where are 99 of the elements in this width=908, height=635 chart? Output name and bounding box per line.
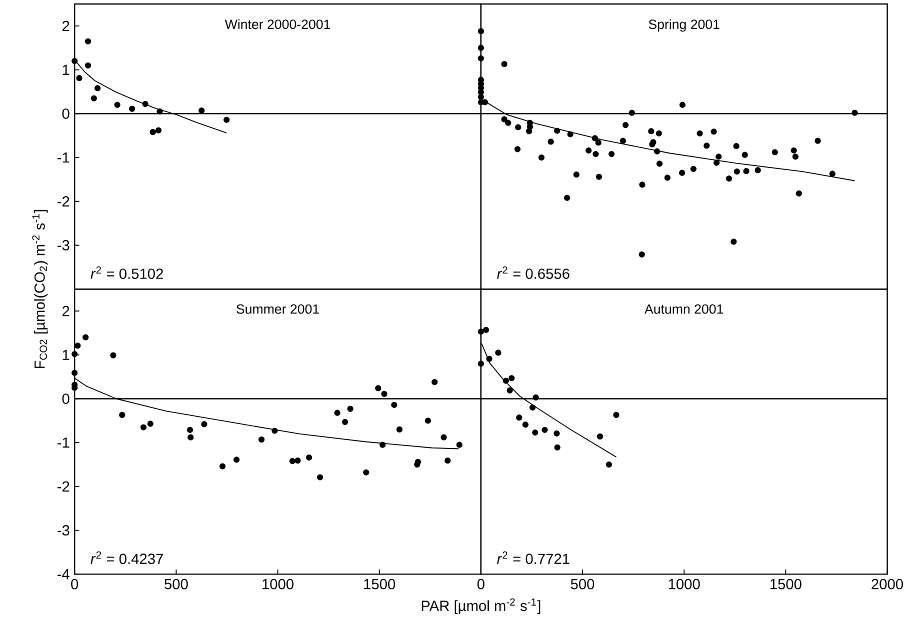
- y-tick-label: 1: [62, 64, 70, 75]
- point: [342, 418, 348, 425]
- y-tick-label: -3: [58, 240, 70, 250]
- text: Autumn 2001: [644, 304, 724, 314]
- point: [508, 374, 515, 381]
- text: F$_{CO2}$ [µmol(CO$_{2}$) m$^{-2}$ s$^{-1}$]: [32, 210, 48, 368]
- point: [532, 429, 538, 436]
- x-tick-label: 0: [71, 578, 78, 590]
- point: [381, 390, 388, 397]
- point: [306, 454, 312, 460]
- point: [391, 402, 398, 408]
- point: [258, 436, 265, 442]
- point: [110, 352, 116, 358]
- point: [495, 349, 502, 356]
- point: [516, 414, 522, 420]
- point: [140, 424, 147, 430]
- point: [482, 326, 490, 333]
- point: [272, 427, 278, 434]
- annotation: r$^{2}$ = 0.6556: [497, 266, 570, 279]
- x-tick-label: 500: [164, 578, 188, 590]
- point: [363, 469, 370, 476]
- point: [347, 406, 354, 412]
- y-tick-label: -2: [58, 196, 70, 206]
- point: [150, 128, 156, 135]
- point: [84, 62, 92, 68]
- annotation: r$^{2}$ = 0.5102: [90, 266, 163, 279]
- y-tick-label: -3: [58, 524, 70, 536]
- y-tick-label: -4: [58, 568, 70, 579]
- point: [94, 84, 101, 92]
- y-tick-label: 2: [62, 20, 70, 31]
- y-tick-label: 1: [62, 350, 70, 360]
- annotation: r$^{2}$ = 0.4237: [90, 551, 163, 564]
- point: [84, 38, 92, 44]
- point: [334, 409, 340, 416]
- point: [432, 378, 438, 385]
- annotation: r$^{2}$ = 0.7721: [497, 551, 570, 564]
- point: [142, 100, 148, 107]
- point: [380, 441, 386, 448]
- point: [444, 457, 451, 464]
- x-tick-label: 1000: [262, 578, 294, 590]
- point: [414, 458, 422, 465]
- y-tick-label: 0: [62, 108, 70, 119]
- x-tick-label: 1000: [668, 578, 700, 590]
- point: [478, 328, 484, 334]
- point: [542, 426, 548, 433]
- point: [72, 58, 78, 64]
- x-tick-label: 0: [477, 578, 484, 590]
- point: [74, 342, 81, 349]
- point: [72, 370, 78, 376]
- point: [613, 412, 620, 418]
- point: [529, 404, 536, 410]
- x-axis-title: PAR [µmol m$^{-2}$ s$^{-1}$]: [422, 598, 540, 614]
- point: [156, 108, 163, 114]
- point: [554, 430, 560, 436]
- point: [198, 107, 205, 114]
- point: [289, 458, 296, 464]
- point: [233, 456, 240, 463]
- point: [224, 116, 230, 123]
- point: [486, 356, 492, 362]
- y-tick-label: -2: [58, 481, 70, 492]
- point: [219, 462, 226, 470]
- point: [424, 417, 431, 424]
- point: [456, 441, 462, 448]
- point: [188, 434, 194, 440]
- point: [72, 350, 78, 357]
- point: [155, 127, 162, 134]
- point: [396, 426, 403, 432]
- point: [114, 102, 120, 108]
- point: [506, 387, 513, 394]
- x-tick-label: 1500: [770, 578, 802, 590]
- point: [478, 360, 484, 366]
- point: [82, 334, 89, 340]
- text: Winter 2000-2001: [224, 19, 330, 29]
- text: Spring 2001: [648, 19, 720, 32]
- point: [147, 420, 154, 427]
- point: [201, 420, 208, 428]
- x-tick-label: 500: [570, 578, 594, 590]
- y-tick-label: 0: [62, 393, 70, 404]
- y-tick-label: -1: [58, 152, 70, 162]
- point: [554, 444, 560, 450]
- point: [76, 74, 82, 81]
- y-tick-label: -1: [58, 437, 70, 448]
- point: [186, 426, 194, 433]
- y-tick-label: 2: [62, 306, 70, 316]
- point: [596, 433, 604, 440]
- x-tick-label: 1500: [364, 578, 396, 590]
- x-tick-label: 2000: [872, 578, 903, 590]
- point: [532, 394, 539, 400]
- point: [129, 106, 136, 112]
- point: [502, 377, 509, 384]
- text: Summer 2001: [236, 304, 319, 314]
- point: [606, 461, 612, 468]
- point: [119, 412, 126, 418]
- point: [294, 457, 301, 464]
- point: [375, 384, 382, 392]
- point: [522, 421, 528, 428]
- point: [90, 94, 97, 102]
- point: [440, 434, 447, 440]
- point: [316, 474, 324, 480]
